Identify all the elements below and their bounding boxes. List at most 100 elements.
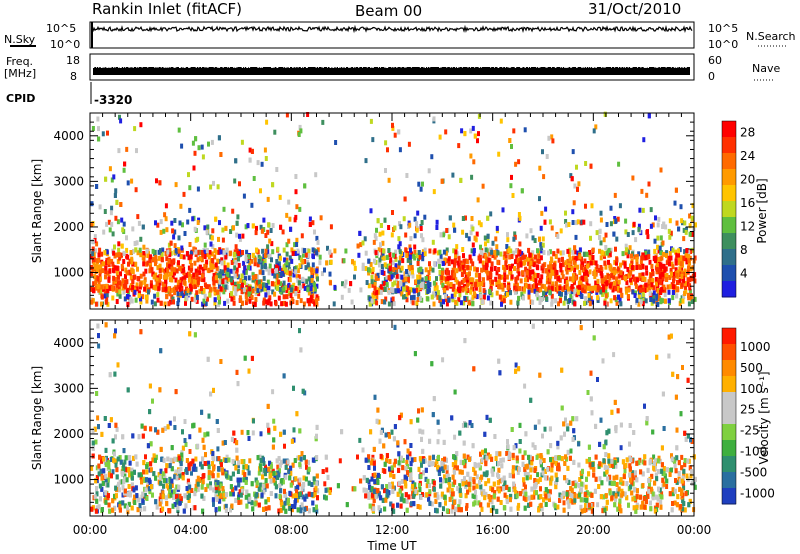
range-gate-cell <box>494 276 498 282</box>
range-gate-cell <box>134 247 138 253</box>
range-gate-cell <box>111 261 115 267</box>
range-gate-cell <box>570 176 574 182</box>
range-gate-cell <box>515 254 519 260</box>
range-gate-cell <box>277 261 281 267</box>
range-gate-cell <box>388 266 392 272</box>
range-gate-cell <box>256 160 260 166</box>
range-gate-cell <box>139 252 143 258</box>
range-gate-cell <box>384 296 388 302</box>
range-gate-cell <box>198 270 202 276</box>
range-gate-cell <box>489 211 493 217</box>
range-gate-cell <box>251 223 255 229</box>
range-gate-cell <box>159 248 162 254</box>
range-gate-cell <box>219 273 223 279</box>
range-gate-cell <box>198 288 202 294</box>
range-gate-cell <box>639 287 642 293</box>
range-gate-cell <box>682 255 686 261</box>
range-gate-cell <box>235 220 239 226</box>
range-gate-cell <box>250 258 254 264</box>
range-gate-cell <box>665 277 669 282</box>
range-gate-cell <box>656 293 660 299</box>
range-gate-cell <box>266 244 270 250</box>
range-gate-cell <box>680 274 684 279</box>
range-gate-cell <box>112 174 116 180</box>
range-gate-cell <box>424 267 428 273</box>
range-gate-cell <box>495 270 499 276</box>
range-gate-cell <box>303 259 307 264</box>
range-gate-cell <box>113 244 116 250</box>
range-gate-cell <box>690 232 694 237</box>
range-gate-cell <box>654 277 658 282</box>
range-gate-cell <box>559 294 563 300</box>
range-gate-cell <box>112 250 116 256</box>
range-gate-cell <box>491 253 495 258</box>
range-gate-cell <box>428 282 432 288</box>
range-gate-cell <box>498 294 502 300</box>
range-gate-cell <box>275 259 279 264</box>
range-gate-cell <box>413 244 417 250</box>
range-gate-cell <box>142 251 146 256</box>
range-gate-cell <box>181 276 185 282</box>
range-gate-cell <box>363 236 367 242</box>
range-gate-cell <box>449 296 453 302</box>
range-gate-cell <box>530 287 534 293</box>
range-gate-cell <box>451 172 455 178</box>
range-gate-cell <box>122 167 126 173</box>
range-gate-cell <box>166 249 170 255</box>
range-gate-cell <box>460 128 464 134</box>
range-gate-cell <box>367 270 371 276</box>
range-gate-cell <box>578 276 582 282</box>
range-gate-cell <box>213 300 217 306</box>
range-gate-cell <box>378 231 382 237</box>
range-gate-cell <box>311 220 315 226</box>
range-gate-cell <box>233 281 237 287</box>
range-gate-cell <box>370 298 374 304</box>
range-gate-cell <box>297 293 301 299</box>
range-gate-cell <box>377 287 381 293</box>
range-gate-cell <box>574 275 578 281</box>
range-gate-cell <box>409 236 413 241</box>
colorbar-segment <box>722 169 736 186</box>
range-gate-cell <box>258 269 262 275</box>
range-gate-cell <box>635 277 639 283</box>
range-gate-cell <box>131 226 135 232</box>
range-gate-cell <box>657 248 661 254</box>
range-gate-cell <box>647 279 651 285</box>
range-gate-cell <box>409 287 412 293</box>
range-gate-cell <box>594 280 598 286</box>
range-gate-cell <box>564 210 567 216</box>
range-gate-cell <box>285 242 289 248</box>
range-gate-cell <box>518 215 522 221</box>
range-gate-cell <box>174 277 178 283</box>
range-gate-cell <box>299 128 303 134</box>
range-gate-cell <box>130 298 134 304</box>
range-gate-cell <box>173 243 177 249</box>
range-gate-cell <box>409 247 412 253</box>
colorbar-tick-label: 24 <box>740 149 755 163</box>
range-gate-cell <box>486 270 490 276</box>
range-gate-cell <box>252 275 255 281</box>
range-gate-cell <box>185 272 189 278</box>
range-gate-cell <box>618 203 622 209</box>
range-gate-cell <box>450 259 454 265</box>
range-gate-cell <box>296 277 300 283</box>
range-gate-cell <box>461 229 465 235</box>
range-gate-cell <box>440 275 444 281</box>
range-gate-cell <box>678 247 682 253</box>
range-gate-cell <box>115 265 119 271</box>
range-gate-cell <box>417 279 421 285</box>
range-gate-cell <box>482 294 486 300</box>
range-gate-cell <box>406 257 410 263</box>
range-gate-cell <box>394 249 398 255</box>
range-gate-cell <box>243 275 247 281</box>
range-gate-cell <box>687 258 691 264</box>
range-gate-cell <box>311 286 315 292</box>
range-gate-cell <box>408 257 412 263</box>
range-gate-cell <box>671 264 675 270</box>
range-gate-cell <box>534 254 537 260</box>
range-gate-cell <box>502 298 506 304</box>
range-gate-cell <box>221 283 225 288</box>
range-gate-cell <box>147 289 150 295</box>
range-gate-cell <box>500 274 504 280</box>
